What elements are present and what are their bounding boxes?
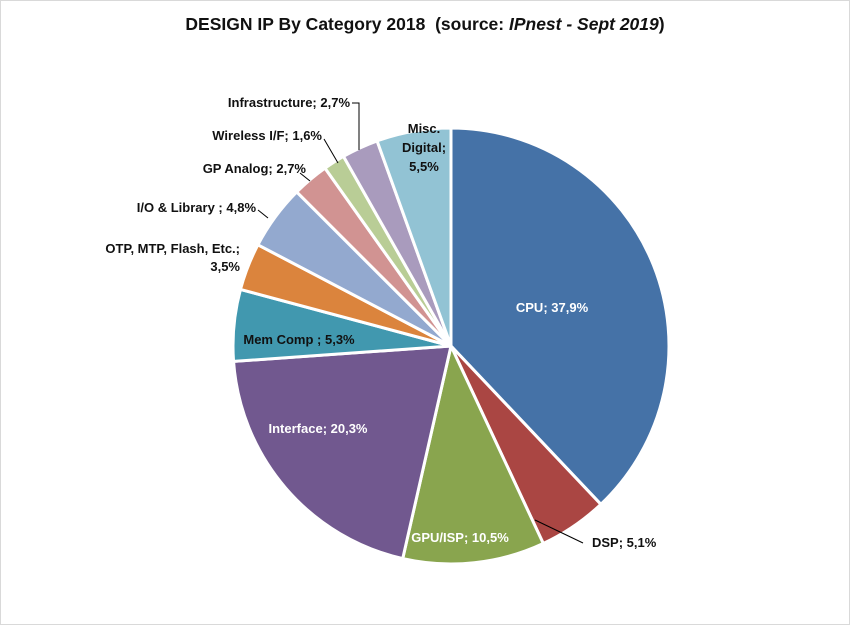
slice-label-infrastructure: Infrastructure; 2,7% xyxy=(228,95,351,110)
slice-label-cpu: CPU; 37,9% xyxy=(516,300,589,315)
slice-label-gpu-isp: GPU/ISP; 10,5% xyxy=(411,530,509,545)
slice-gpu-isp xyxy=(401,344,545,566)
slice-label-dsp: DSP; 5,1% xyxy=(592,535,657,550)
leader-line-i-o-library xyxy=(257,209,269,219)
slice-label-otp-mtp-flash-etc: OTP, MTP, Flash, Etc.; 3,5% xyxy=(105,241,240,274)
pie-slices xyxy=(231,126,671,566)
slice-interface xyxy=(232,344,453,561)
leader-line-dsp xyxy=(534,519,584,544)
leader-line-gp-analog xyxy=(299,172,311,182)
slice-misc-digital xyxy=(375,126,453,348)
leader-line-wireless-i-f xyxy=(323,138,339,164)
slice-label-interface: Interface; 20,3% xyxy=(269,421,368,436)
chart-title-main: DESIGN IP By Category 2018 xyxy=(185,14,426,34)
slice-label-i-o-library: I/O & Library ; 4,8% xyxy=(137,200,257,215)
slice-label-misc-digital: Misc. Digital; 5,5% xyxy=(402,121,446,174)
chart-title-source-italic: IPnest - Sept 2019 xyxy=(508,14,659,34)
chart-title-source-open: (source: xyxy=(435,14,509,34)
slice-label-wireless-i-f: Wireless I/F; 1,6% xyxy=(212,128,322,143)
slice-label-mem-comp: Mem Comp ; 5,3% xyxy=(243,332,355,347)
slice-cpu xyxy=(449,126,671,506)
chart-title: DESIGN IP By Category 2018 (source: IPne… xyxy=(0,14,850,35)
leader-line-infrastructure xyxy=(352,102,360,150)
slice-labels: CPU; 37,9% DSP; 5,1% GPU/ISP; 10,5% Interfa… xyxy=(105,95,656,550)
slice-label-gp-analog: GP Analog; 2,7% xyxy=(203,161,307,176)
chart-title-source-close: ) xyxy=(658,14,665,34)
leader-lines xyxy=(257,102,584,544)
